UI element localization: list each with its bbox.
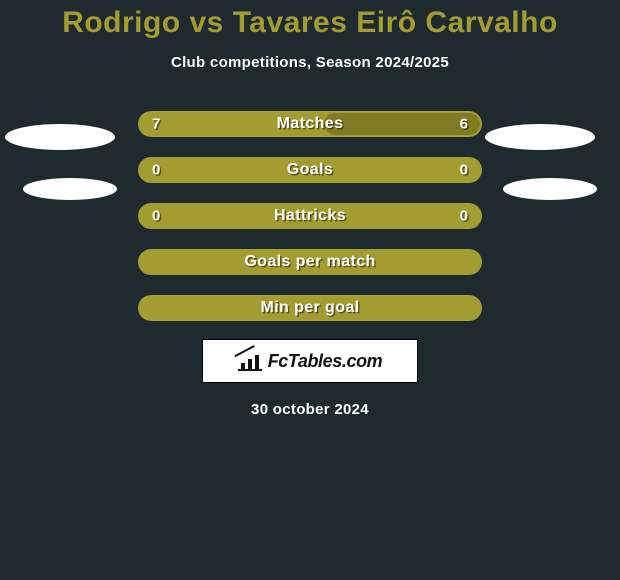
comparison-infographic: Rodrigo vs Tavares Eirô Carvalho Club co…: [0, 0, 620, 580]
stat-bar: Goals per match: [138, 249, 482, 275]
stat-value-left: 7: [152, 116, 160, 133]
stat-label: Hattricks: [274, 207, 346, 225]
stat-row-goals: 0 Goals 0: [0, 157, 620, 183]
stat-bar: 0 Goals 0: [138, 157, 482, 183]
stat-row-min-per-goal: Min per goal: [0, 295, 620, 321]
stat-value-right: 6: [460, 116, 468, 133]
subtitle: Club competitions, Season 2024/2025: [0, 54, 620, 71]
stat-label: Min per goal: [260, 299, 359, 317]
stat-value-left: 0: [152, 208, 160, 225]
stat-bar: 7 Matches 6: [138, 111, 482, 137]
stat-row-hattricks: 0 Hattricks 0: [0, 203, 620, 229]
stat-row-matches: 7 Matches 6: [0, 111, 620, 137]
stat-value-left: 0: [152, 162, 160, 179]
stat-bar: Min per goal: [138, 295, 482, 321]
logo-box: FcTables.com: [202, 339, 418, 383]
logo-text: FcTables.com: [268, 351, 383, 372]
stat-row-goals-per-match: Goals per match: [0, 249, 620, 275]
stat-bar: 0 Hattricks 0: [138, 203, 482, 229]
stat-value-right: 0: [460, 162, 468, 179]
stat-bar-right-fill: [324, 113, 480, 135]
fctables-logo: FcTables.com: [238, 351, 383, 372]
stat-label: Matches: [277, 115, 344, 133]
stat-label: Goals: [287, 161, 333, 179]
page-title: Rodrigo vs Tavares Eirô Carvalho: [0, 0, 620, 40]
generated-date: 30 october 2024: [0, 401, 620, 418]
stat-value-right: 0: [460, 208, 468, 225]
bar-chart-icon: [238, 351, 262, 371]
stat-label: Goals per match: [244, 253, 375, 271]
